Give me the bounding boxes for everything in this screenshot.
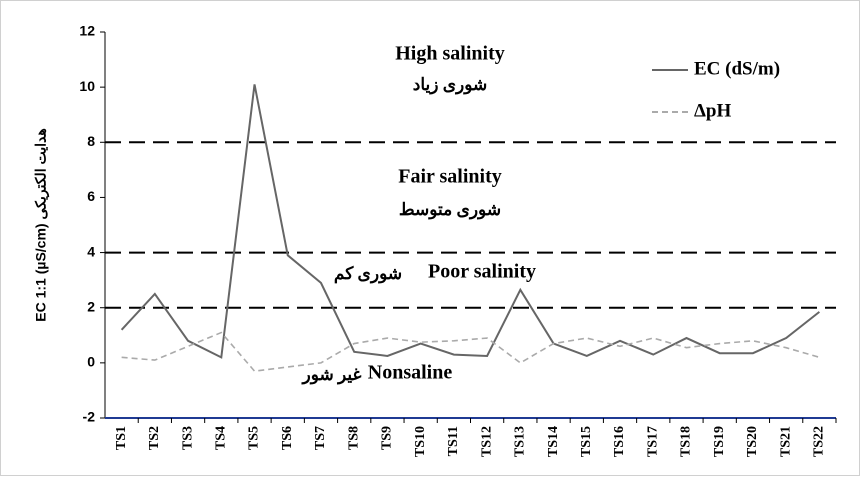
x-tick-label: TS7 bbox=[313, 426, 328, 450]
x-tick-label: TS4 bbox=[214, 426, 229, 450]
y-tick-label: -2 bbox=[83, 409, 96, 425]
annotation: Fair salinity bbox=[398, 166, 502, 188]
x-tick-label: TS6 bbox=[280, 426, 295, 450]
y-tick-label: 10 bbox=[79, 78, 95, 94]
x-tick-label: TS11 bbox=[446, 426, 461, 456]
y-tick-label: 4 bbox=[87, 243, 95, 259]
x-tick-label: TS22 bbox=[812, 426, 827, 457]
series-line bbox=[120, 84, 821, 359]
x-tick-label: TS17 bbox=[645, 426, 660, 457]
y-tick-label: 8 bbox=[87, 133, 95, 149]
annotation: High salinity bbox=[395, 43, 504, 65]
y-tick-label: 12 bbox=[79, 23, 95, 39]
annotation: شوری کم bbox=[334, 264, 402, 284]
x-tick-label: TS16 bbox=[612, 426, 627, 457]
annotation: شوری متوسط bbox=[399, 200, 501, 220]
y-tick-label: 6 bbox=[87, 188, 95, 204]
x-tick-label: TS15 bbox=[579, 426, 594, 457]
x-tick-label: TS18 bbox=[679, 426, 694, 457]
x-tick-label: TS10 bbox=[413, 426, 428, 457]
y-tick-label: 2 bbox=[87, 298, 95, 314]
x-tick-label: TS21 bbox=[778, 426, 793, 457]
x-tick-label: TS14 bbox=[546, 426, 561, 457]
x-tick-label: TS19 bbox=[712, 426, 727, 457]
annotation: شوری زیاد bbox=[413, 75, 487, 95]
legend-label: EC (dS/m) bbox=[694, 58, 780, 79]
x-tick-label: TS3 bbox=[180, 426, 195, 450]
x-tick-label: TS13 bbox=[513, 426, 528, 457]
x-tick-label: TS12 bbox=[479, 426, 494, 457]
legend-label: ΔpH bbox=[694, 100, 731, 121]
x-tick-label: TS8 bbox=[346, 426, 361, 450]
annotation: Nonsaline bbox=[368, 362, 453, 384]
annotation: Poor salinity bbox=[428, 261, 536, 283]
y-axis-label: EC 1:1 (µS/cm) هدایت الکتریکی bbox=[33, 128, 50, 322]
series-line bbox=[121, 331, 820, 372]
x-tick-label: TS2 bbox=[147, 426, 162, 450]
y-tick-label: 0 bbox=[87, 354, 95, 370]
x-tick-label: TS20 bbox=[745, 426, 760, 457]
x-tick-label: TS1 bbox=[114, 426, 129, 450]
x-tick-label: TS9 bbox=[380, 426, 395, 450]
x-tick-label: TS5 bbox=[247, 426, 262, 450]
annotation: غیر شور bbox=[301, 365, 362, 385]
